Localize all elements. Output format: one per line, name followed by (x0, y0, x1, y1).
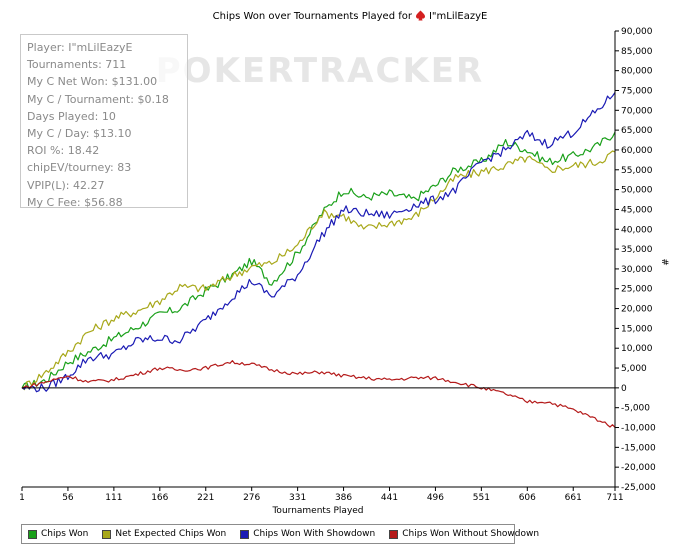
series-line-3 (21, 360, 616, 428)
chart-title: Chips Won over Tournaments Played for I"m… (0, 10, 700, 22)
x-tick-label: 386 (335, 493, 352, 503)
stat-roi: ROI %: 18.42 (27, 144, 100, 158)
y-tick-label: 0 (621, 384, 627, 394)
legend-item-without-showdown[interactable]: Chips Won Without Showdown (389, 529, 539, 539)
stat-chipev: chipEV/tourney: 83 (27, 161, 132, 175)
legend-swatch (28, 529, 37, 539)
x-tick-label: 276 (243, 493, 260, 503)
y-tick-label: -20,000 (621, 463, 656, 473)
x-tick-label: 711 (606, 493, 623, 503)
y-tick-label: 75,000 (621, 86, 653, 96)
y-tick-label: -25,000 (621, 483, 656, 493)
x-tick-label: 606 (519, 493, 536, 503)
x-tick-label: 661 (565, 493, 582, 503)
y-tick-label: 5,000 (621, 364, 647, 374)
y-axis-label: # (659, 258, 669, 266)
legend-item-net-expected[interactable]: Net Expected Chips Won (102, 529, 226, 539)
legend-swatch (389, 529, 399, 539)
legend-label: Chips Won With Showdown (253, 529, 376, 539)
stat-vpip: VPIP(L): 42.27 (27, 178, 105, 192)
legend-item-showdown[interactable]: Chips Won With Showdown (240, 529, 375, 539)
x-tick-label: 441 (381, 493, 398, 503)
x-tick-label: 111 (105, 493, 122, 503)
y-tick-label: -15,000 (621, 443, 656, 453)
stat-player: Player: I"mLilEazyE (27, 41, 133, 54)
y-tick-label: 60,000 (621, 146, 653, 156)
legend-swatch (240, 529, 250, 539)
y-tick-label: 50,000 (621, 186, 653, 196)
x-tick-label: 166 (151, 493, 168, 503)
legend-label: Net Expected Chips Won (115, 529, 227, 539)
y-tick-label: -10,000 (621, 424, 656, 434)
x-tick-label: 221 (197, 493, 214, 503)
y-tick-label: -5,000 (621, 404, 650, 414)
stat-net-won: My C Net Won: $131.00 (27, 75, 158, 89)
series-line-2 (21, 92, 616, 393)
stat-tournaments: Tournaments: 711 (27, 58, 127, 72)
y-tick-label: 55,000 (621, 166, 653, 176)
x-tick-label: 496 (427, 493, 444, 503)
stat-per-tournament: My C / Tournament: $0.18 (27, 92, 169, 106)
chart-title-prefix: Chips Won over Tournaments Played for (212, 11, 412, 22)
y-tick-label: 65,000 (621, 126, 653, 136)
y-tick-label: 85,000 (621, 47, 653, 57)
series-layer (21, 92, 616, 428)
legend-item-chips-won[interactable]: Chips Won (28, 529, 88, 539)
y-tick-label: 45,000 (621, 205, 653, 215)
legend-label: Chips Won Without Showdown (402, 529, 540, 539)
y-tick-label: 30,000 (621, 265, 653, 275)
axes: -25,000 -20,000 -15,000 -10,000 -5,000 0 5,000… (19, 27, 656, 503)
chart-title-player: I"mLilEazyE (428, 11, 488, 22)
y-tick-label: 25,000 (621, 285, 653, 295)
y-tick-label: 40,000 (621, 225, 653, 235)
y-tick-label: 70,000 (621, 106, 653, 116)
stats-panel: Player: I"mLilEazyE Tournaments: 711 My … (20, 34, 188, 209)
stat-fee: My C Fee: $56.88 (27, 195, 123, 209)
y-tick-label: 20,000 (621, 305, 653, 315)
x-tick-label: 331 (289, 493, 306, 503)
x-axis-label: Tournaments Played (271, 506, 363, 516)
chart-legend: Chips Won Net Expected Chips Won Chips W… (21, 524, 539, 544)
poker-site-icon (415, 10, 426, 21)
y-tick-label: 90,000 (621, 27, 653, 37)
y-tick-label: 80,000 (621, 67, 653, 77)
x-tick-label: 1 (19, 493, 25, 503)
x-tick-label: 551 (473, 493, 490, 503)
y-tick-label: 10,000 (621, 344, 653, 354)
x-tick-label: 56 (62, 493, 74, 503)
y-tick-label: 35,000 (621, 245, 653, 255)
stat-per-day: My C / Day: $13.10 (27, 126, 132, 140)
legend-swatch (102, 529, 112, 539)
series-line-1 (21, 150, 616, 391)
legend-label: Chips Won (41, 529, 89, 539)
stat-days-played: Days Played: 10 (27, 109, 116, 123)
pokertracker-watermark: POKERTRACKER (156, 51, 484, 91)
y-tick-label: 15,000 (621, 324, 653, 334)
